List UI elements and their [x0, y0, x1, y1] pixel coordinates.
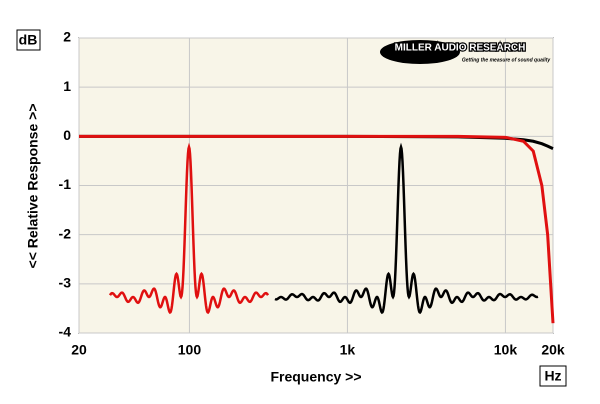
x-unit: Hz [544, 368, 561, 384]
y-tick-label: 0 [63, 127, 71, 143]
logo-tagline: Getting the measure of sound quality [462, 57, 551, 63]
x-tick-label: 20k [541, 342, 565, 358]
x-tick-label: 20 [71, 342, 87, 358]
y-tick-label: 1 [63, 78, 71, 94]
unit-box [539, 365, 567, 387]
y-tick-label: -3 [59, 275, 72, 291]
x-axis-label: Frequency >> [270, 369, 361, 385]
y-unit: dB [19, 32, 38, 48]
impulse-inset [108, 142, 270, 315]
x-tick-label: 100 [178, 342, 202, 358]
y-tick-label: -4 [59, 324, 72, 340]
logo-ellipse [380, 40, 460, 64]
y-axis-label: << Relative Response >> [25, 104, 41, 269]
series-line [79, 134, 555, 324]
x-tick-label: 1k [340, 342, 356, 358]
x-tick-label: 10k [494, 342, 518, 358]
y-tick-label: 2 [63, 29, 71, 45]
unit-box [16, 29, 41, 51]
y-tick-label: -2 [59, 225, 72, 241]
y-tick-label: -1 [59, 176, 72, 192]
logo: MILLER AUDIO RESEARCH [395, 43, 526, 54]
impulse-inset [274, 142, 539, 315]
